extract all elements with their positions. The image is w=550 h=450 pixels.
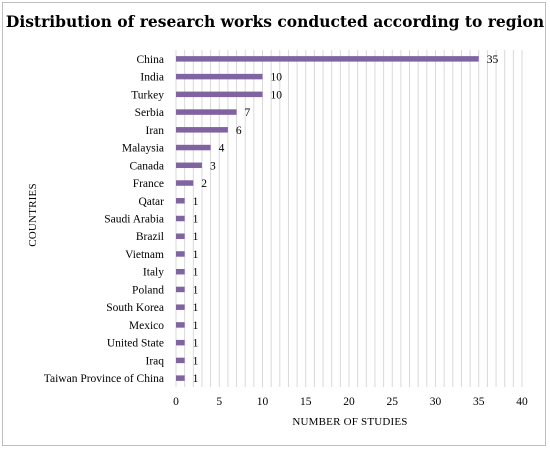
bar: [176, 144, 211, 151]
bars: [176, 56, 479, 381]
category-label: India: [140, 72, 164, 84]
data-label: 3: [210, 160, 216, 172]
gridlines: [175, 50, 523, 387]
bar: [176, 304, 185, 310]
data-label: 1: [193, 214, 199, 226]
data-label: 1: [193, 267, 199, 279]
data-label: 1: [193, 320, 199, 332]
category-label: Canada: [130, 160, 164, 172]
category-label: Brazil: [136, 231, 164, 243]
data-label: 35: [487, 54, 499, 66]
category-label: Iraq: [145, 355, 164, 367]
bar: [176, 109, 237, 115]
data-label: 1: [193, 196, 199, 208]
data-label: 4: [219, 143, 225, 155]
bar: [176, 339, 185, 346]
x-tick-label: 0: [173, 396, 179, 408]
chart-frame: [2, 2, 546, 446]
y-axis-label: COUNTRIES: [27, 183, 39, 247]
x-tick-label: 25: [387, 396, 399, 408]
data-label: 1: [193, 302, 199, 314]
data-label: 1: [193, 284, 199, 296]
x-tick-label: 20: [343, 396, 355, 408]
category-label: United State: [107, 338, 164, 350]
x-tick-label: 10: [257, 396, 269, 408]
category-label: France: [133, 178, 164, 190]
x-tick-labels: 0 5 10 15 20 25 30 35 40: [173, 396, 528, 408]
data-label: 6: [236, 125, 242, 137]
category-labels: China India Turkey Serbia Iran Malaysia Canada…: [44, 54, 164, 385]
bar: [176, 180, 194, 186]
category-label: Taiwan Province of China: [44, 373, 164, 385]
x-tick-label: 40: [516, 396, 528, 408]
data-label: 1: [193, 338, 199, 350]
bar: [176, 73, 263, 80]
bar: [176, 357, 185, 364]
category-label: Mexico: [129, 320, 164, 332]
data-label: 1: [193, 249, 199, 261]
category-label: Saudi Arabia: [104, 214, 164, 226]
x-tick-label: 30: [430, 396, 442, 408]
data-label: 1: [193, 231, 199, 243]
x-tick-label: 35: [473, 396, 485, 408]
data-label: 1: [193, 355, 199, 367]
category-label: Turkey: [131, 89, 164, 101]
bar: [176, 268, 185, 275]
category-label: Italy: [143, 267, 164, 279]
category-label: Poland: [132, 284, 164, 296]
category-label: China: [137, 54, 164, 66]
bar: [176, 91, 263, 98]
bar: [176, 322, 185, 328]
x-tick-label: 15: [300, 396, 312, 408]
bar: [176, 162, 202, 169]
bar: [176, 233, 185, 239]
bar: [176, 56, 479, 62]
data-label: 7: [245, 107, 251, 119]
bar: [176, 375, 185, 381]
category-label: Iran: [145, 125, 164, 137]
data-label: 10: [271, 72, 283, 84]
bar: [176, 198, 185, 204]
bar: [176, 127, 228, 133]
bar: [176, 251, 185, 257]
x-axis-label: NUMBER OF STUDIES: [292, 416, 407, 428]
category-label: Qatar: [138, 196, 164, 208]
category-label: Malaysia: [122, 143, 164, 155]
category-label: South Korea: [106, 302, 164, 314]
category-label: Vietnam: [125, 249, 164, 261]
bar: [176, 215, 185, 222]
data-label: 10: [271, 89, 283, 101]
chart-title: Distribution of research works conducted…: [6, 12, 544, 31]
category-label: Serbia: [135, 107, 164, 119]
data-label: 1: [193, 373, 199, 385]
data-label: 2: [201, 178, 207, 190]
bar: [176, 286, 185, 293]
x-tick-label: 5: [216, 396, 222, 408]
